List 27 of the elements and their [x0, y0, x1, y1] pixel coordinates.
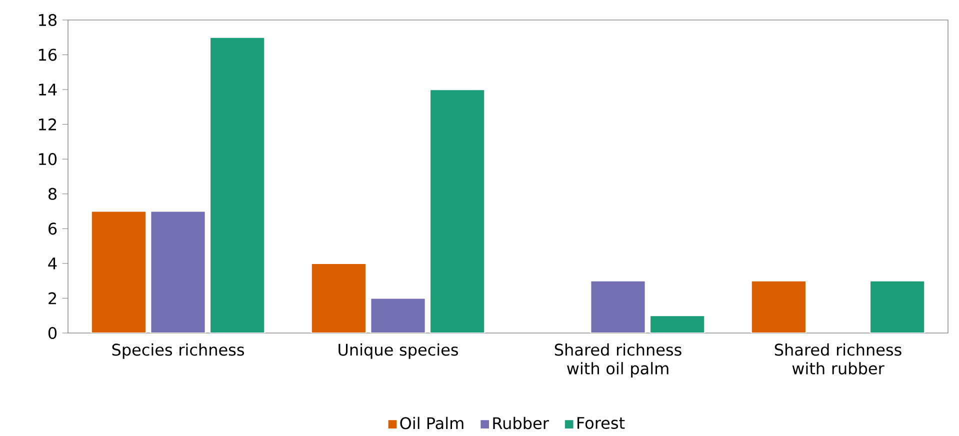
bar [750, 280, 807, 333]
bar [429, 88, 486, 333]
y-tick-label: 2 [48, 292, 56, 304]
y-tick-label: 18 [39, 14, 56, 26]
bar [649, 314, 706, 333]
legend-label: Rubber [493, 416, 549, 430]
y-tick-label: 14 [39, 84, 57, 96]
bar [90, 210, 147, 333]
bar [869, 280, 926, 333]
x-tick-label: Unique species [338, 343, 458, 359]
x-tick-label: Shared richness with rubber [774, 343, 902, 374]
x-tick-label: Shared richness with oil palm [554, 343, 682, 378]
bar [310, 262, 367, 333]
legend-label: Oil Palm [400, 416, 464, 430]
y-tick-label: 10 [39, 152, 57, 166]
y-tick-label: 12 [39, 118, 56, 130]
bar [209, 36, 266, 333]
y-tick-label: 4 [48, 257, 57, 270]
bar [590, 280, 646, 333]
y-tick-label: 16 [39, 48, 57, 61]
y-tick-label: 8 [48, 188, 57, 200]
y-tick-label: 0 [48, 326, 57, 339]
bar [150, 210, 206, 333]
bar [370, 298, 426, 333]
x-tick-label: Species richness [112, 343, 244, 359]
y-tick-label: 6 [48, 222, 57, 235]
legend-label: Forest [578, 416, 625, 429]
